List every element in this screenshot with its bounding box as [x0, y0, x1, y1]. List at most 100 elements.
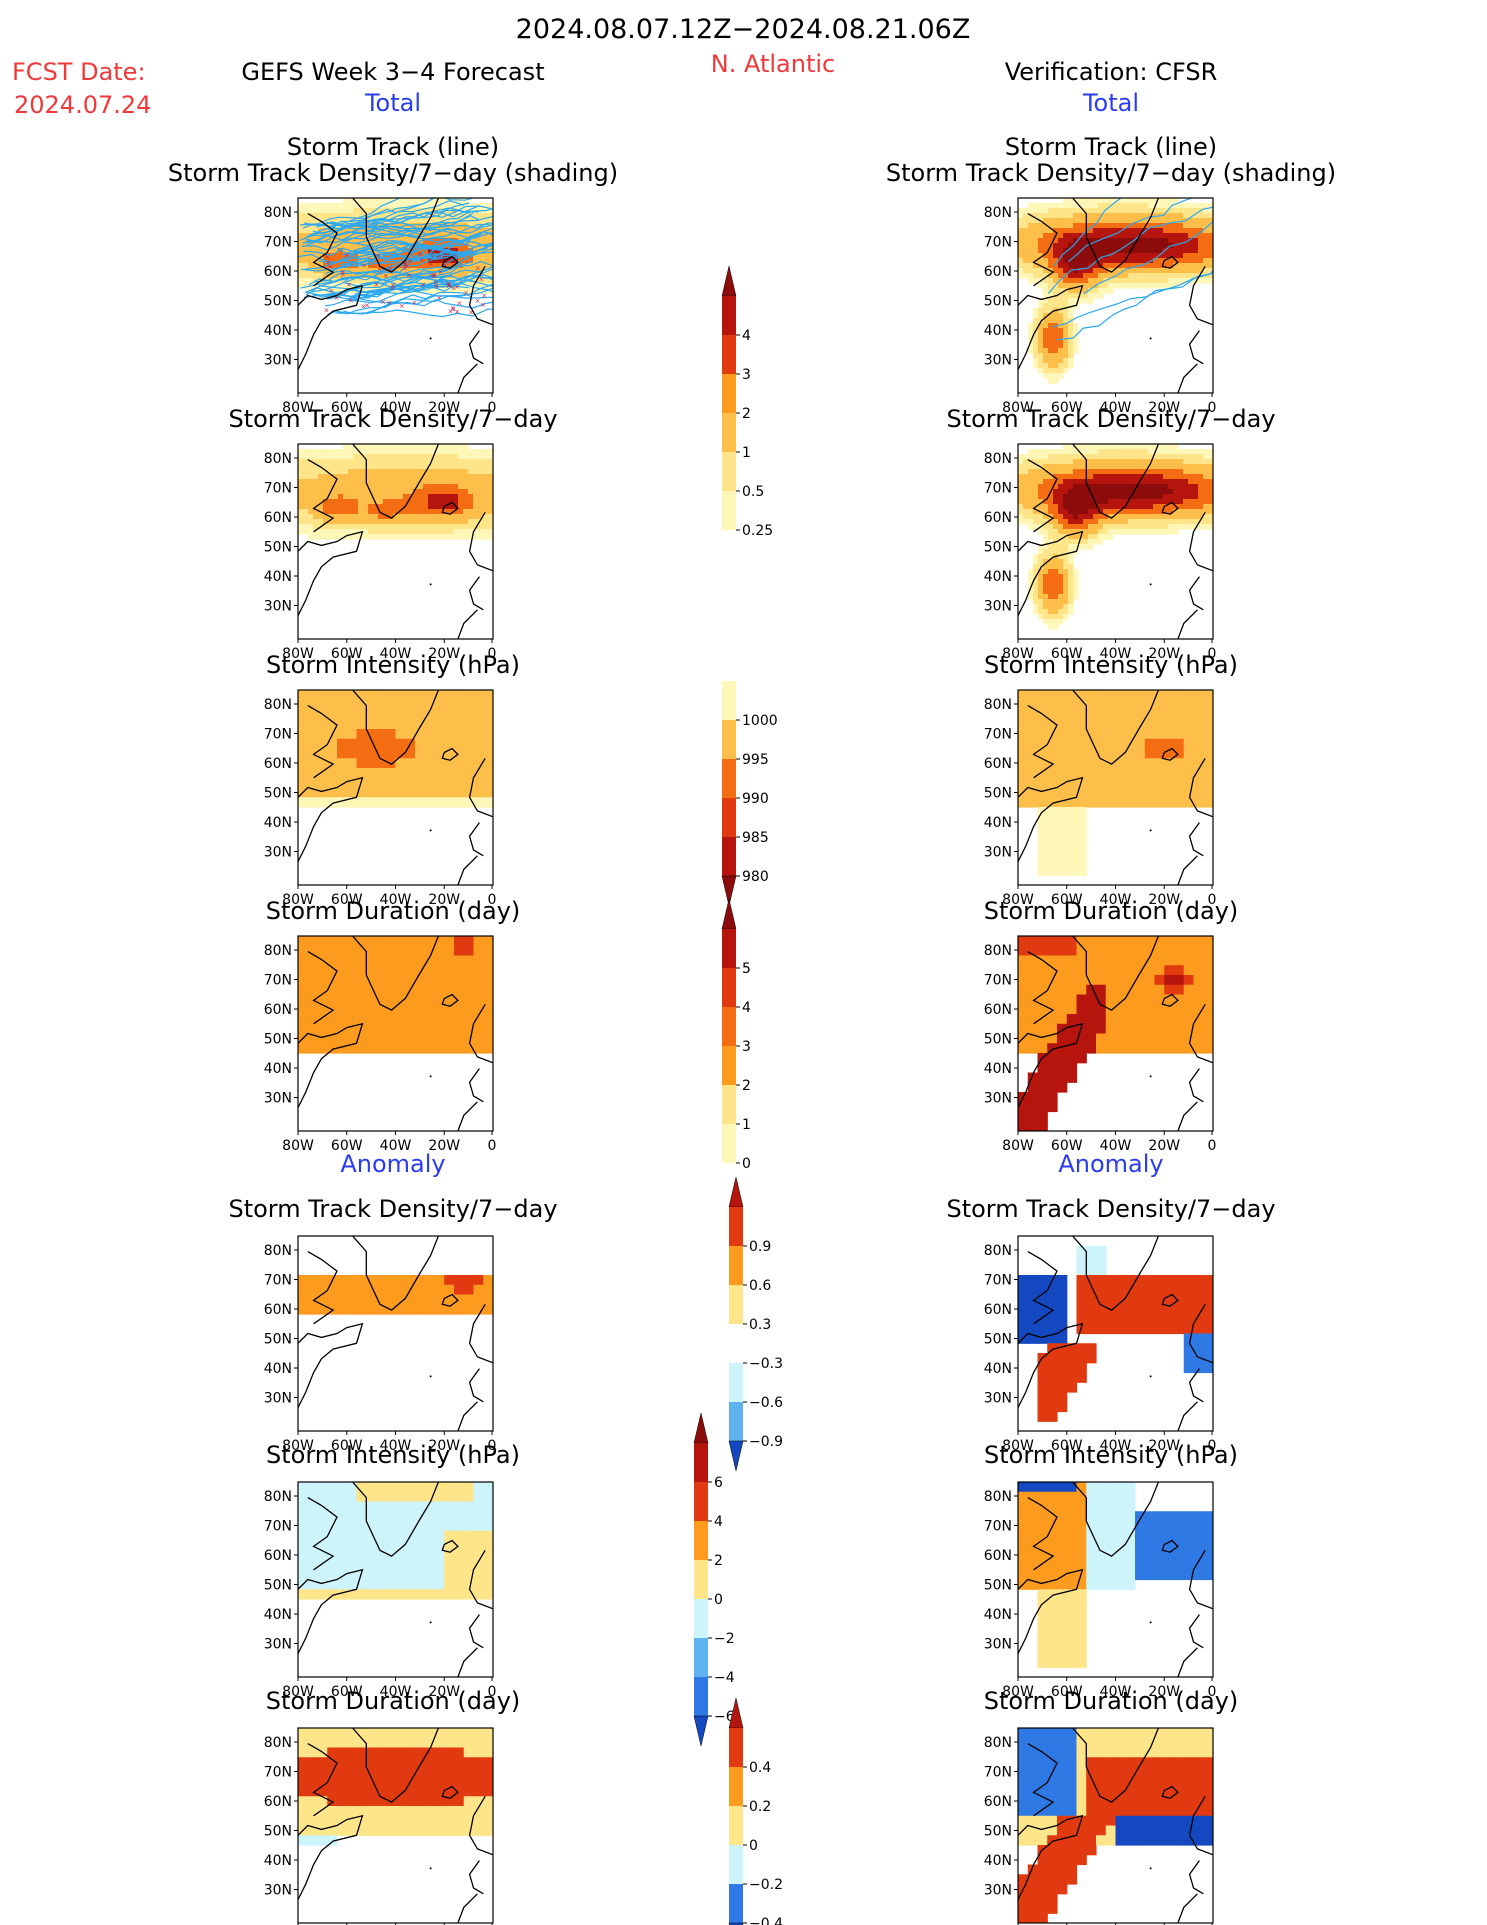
grid-cell — [415, 955, 426, 966]
grid-cell — [1183, 278, 1189, 284]
grid-cell — [1096, 994, 1107, 1005]
grid-cell — [1018, 1111, 1029, 1122]
grid-cell — [1164, 1033, 1175, 1044]
grid-cell — [408, 258, 414, 264]
grid-cell — [1173, 474, 1179, 480]
grid-cell — [454, 1023, 465, 1035]
lon-tick-label: 20W — [1148, 892, 1180, 908]
grid-cell — [368, 504, 374, 510]
grid-cell — [378, 454, 384, 460]
grid-cell — [1138, 268, 1144, 274]
grid-cell — [1093, 203, 1099, 209]
grid-cell — [434, 1023, 445, 1035]
grid-cell — [1135, 1043, 1146, 1054]
grid-cell — [298, 1530, 309, 1542]
grid-cell — [413, 454, 419, 460]
grid-cell — [1063, 484, 1069, 490]
grid-cell — [424, 984, 436, 996]
grid-cell — [1083, 529, 1089, 535]
grid-cell — [444, 709, 455, 720]
lon-tick-label: 20W — [1148, 1138, 1180, 1154]
grid-cell — [488, 469, 493, 475]
grid-cell — [1043, 549, 1049, 555]
grid-cell — [483, 459, 489, 465]
grid-cell — [1193, 213, 1199, 219]
grid-cell — [383, 454, 389, 460]
grid-cell — [448, 233, 454, 239]
grid-cell — [438, 218, 444, 224]
grid-cell — [1088, 198, 1094, 204]
grid-cell — [1173, 263, 1179, 269]
grid-cell — [478, 514, 484, 520]
grid-cell — [327, 738, 338, 750]
grid-cell — [1123, 233, 1129, 239]
grid-cell — [1168, 514, 1174, 520]
grid-cell — [1048, 283, 1054, 289]
grid-cell — [1043, 584, 1049, 590]
grid-cell — [1128, 499, 1134, 505]
grid-cell — [434, 719, 445, 730]
grid-cell — [338, 283, 344, 289]
grid-cell — [1068, 584, 1074, 590]
grid-cell — [488, 263, 493, 269]
grid-cell — [317, 768, 328, 779]
grid-cell — [1018, 1023, 1029, 1035]
storm-center-marker: × — [419, 256, 425, 264]
grid-cell — [1154, 1033, 1165, 1044]
grid-cell — [1058, 604, 1064, 610]
grid-cell — [327, 1540, 338, 1551]
grid-cell — [1088, 253, 1094, 259]
grid-cell — [1073, 328, 1079, 334]
grid-cell — [483, 1304, 493, 1315]
grid-cell — [1043, 283, 1049, 289]
grid-cell — [385, 1530, 397, 1542]
grid-cell — [1073, 449, 1079, 455]
grid-cell — [1144, 1275, 1156, 1286]
coastline — [1177, 609, 1198, 639]
grid-cell — [1043, 494, 1049, 500]
grid-cell — [338, 288, 344, 294]
grid-cell — [1018, 965, 1029, 976]
grid-cell — [1203, 1314, 1213, 1325]
grid-cell — [1098, 223, 1104, 229]
grid-cell — [1023, 223, 1029, 229]
grid-cell — [1027, 748, 1039, 759]
grid-cell — [1103, 268, 1109, 274]
grid-cell — [1193, 499, 1199, 505]
grid-cell — [395, 1501, 406, 1512]
grid-cell — [338, 469, 344, 475]
lon-tick-label: 60W — [1051, 892, 1083, 908]
grid-cell — [1163, 283, 1169, 289]
grid-cell — [1053, 358, 1059, 364]
grid-cell — [356, 729, 367, 740]
grid-cell — [323, 243, 329, 249]
grid-cell — [298, 449, 304, 455]
grid-cell — [1135, 1014, 1146, 1025]
lat-tick-label: 70N — [264, 235, 292, 251]
grid-cell — [1023, 233, 1029, 239]
grid-cell — [1143, 474, 1149, 480]
grid-cell — [1154, 1043, 1165, 1054]
grid-cell — [433, 238, 439, 244]
grid-cell — [1118, 459, 1124, 465]
grid-cell — [473, 1560, 484, 1571]
grid-cell — [453, 444, 459, 450]
grid-cell — [366, 690, 377, 701]
grid-cell — [337, 1560, 348, 1571]
grid-cell — [444, 945, 455, 957]
grid-cell — [1118, 519, 1124, 525]
grid-cell — [373, 218, 379, 224]
grid-cell — [393, 499, 399, 505]
grid-cell — [1183, 1353, 1195, 1364]
grid-cell — [483, 1284, 493, 1296]
grid-cell — [1164, 719, 1175, 730]
grid-cell — [1048, 208, 1054, 214]
grid-cell — [1037, 865, 1048, 876]
grid-cell — [1048, 499, 1054, 505]
grid-cell — [383, 233, 389, 239]
grid-cell — [463, 787, 475, 798]
grid-cell — [463, 454, 469, 460]
grid-cell — [1063, 539, 1069, 545]
grid-cell — [1113, 499, 1119, 505]
